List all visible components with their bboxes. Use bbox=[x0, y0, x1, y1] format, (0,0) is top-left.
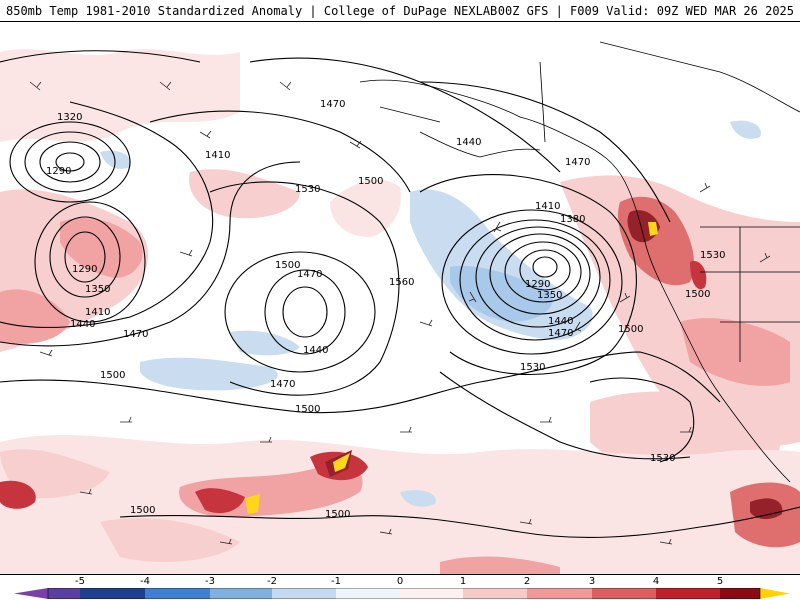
contour-label-1290: 1290 bbox=[46, 166, 71, 177]
colorbar-tick-label: -1 bbox=[331, 576, 341, 587]
colorbar-ticks: -5 -4 -3 -2 -1 0 1 2 3 4 5 bbox=[0, 575, 800, 587]
colorbar-segment bbox=[272, 588, 336, 599]
colorbar-tick-label: -2 bbox=[267, 576, 277, 587]
colorbar-segment bbox=[145, 588, 210, 599]
contour-label-1440: 1440 bbox=[303, 345, 328, 356]
model-run-info: 00Z GFS | F009 Valid: 09Z WED MAR 26 202… bbox=[497, 4, 794, 18]
contour-label-1470: 1470 bbox=[565, 157, 590, 168]
weather-map[interactable]: 1320 1290 1410 1470 1440 1470 1530 1500 … bbox=[0, 22, 800, 575]
contour-label-1500: 1500 bbox=[295, 404, 320, 415]
colorbar-tick-label: -4 bbox=[140, 576, 150, 587]
colorbar-segment bbox=[400, 588, 463, 599]
colorbar-segment bbox=[463, 588, 527, 599]
contour-label-1350: 1350 bbox=[85, 284, 110, 295]
contour-label-1500: 1500 bbox=[685, 289, 710, 300]
contour-label-1530: 1530 bbox=[295, 184, 320, 195]
contour-label-1410: 1410 bbox=[205, 150, 230, 161]
contour-label-1530: 1530 bbox=[520, 362, 545, 373]
contour-label-1410: 1410 bbox=[85, 307, 110, 318]
contour-label-1530: 1530 bbox=[650, 453, 675, 464]
colorbar-tick-label: 5 bbox=[716, 576, 724, 587]
colorbar-tick-label: 2 bbox=[523, 576, 531, 587]
colorbar-segment bbox=[210, 588, 272, 599]
contour-label-1410: 1410 bbox=[535, 201, 560, 212]
colorbar-tick-label: -3 bbox=[205, 576, 215, 587]
map-canvas[interactable]: 1320 1290 1410 1470 1440 1470 1530 1500 … bbox=[0, 22, 800, 575]
contour-label-1500: 1500 bbox=[325, 509, 350, 520]
contour-label-1290: 1290 bbox=[525, 279, 550, 290]
colorbar-segment bbox=[656, 588, 720, 599]
colorbar-segment bbox=[336, 588, 400, 599]
coastlines bbox=[359, 41, 800, 483]
contour-label-1500: 1500 bbox=[618, 324, 643, 335]
colorbar-tick-label: 0 bbox=[396, 576, 404, 587]
contour-label-1470: 1470 bbox=[270, 379, 295, 390]
contour-label-1530: 1530 bbox=[700, 250, 725, 261]
contour-label-1500: 1500 bbox=[358, 176, 383, 187]
contour-label-1470: 1470 bbox=[548, 328, 573, 339]
contour-label-1290: 1290 bbox=[72, 264, 97, 275]
colorbar-tick-label: 4 bbox=[652, 576, 660, 587]
contour-label-1560: 1560 bbox=[389, 277, 414, 288]
wind-barbs bbox=[29, 81, 771, 545]
contour-label-1470: 1470 bbox=[320, 99, 345, 110]
height-contours bbox=[0, 50, 800, 538]
contour-label-1380: 1380 bbox=[560, 214, 585, 225]
contour-label-1440: 1440 bbox=[456, 137, 481, 148]
colorbar-tick-label: -5 bbox=[75, 576, 85, 587]
colorbar-min-arrow bbox=[14, 588, 48, 599]
contour-label-1440: 1440 bbox=[70, 319, 95, 330]
contour-label-1350: 1350 bbox=[537, 290, 562, 301]
colorbar-tick-label: 1 bbox=[459, 576, 467, 587]
contour-labels: 1320 1290 1410 1470 1440 1470 1530 1500 … bbox=[46, 99, 725, 520]
contour-label-1470: 1470 bbox=[123, 329, 148, 340]
colorbar-segment bbox=[527, 588, 592, 599]
colorbar-legend: -5 -4 -3 -2 -1 0 1 2 3 4 5 bbox=[0, 575, 800, 600]
colorbar-tick-label: 3 bbox=[588, 576, 596, 587]
contour-label-1500: 1500 bbox=[275, 260, 300, 271]
contour-label-1500: 1500 bbox=[130, 505, 155, 516]
colorbar-segment bbox=[592, 588, 656, 599]
colorbar-segment bbox=[80, 588, 145, 599]
contour-label-1440: 1440 bbox=[548, 316, 573, 327]
contour-label-1500: 1500 bbox=[100, 370, 125, 381]
header: 850mb Temp 1981-2010 Standardized Anomal… bbox=[0, 0, 800, 22]
colorbar-scale bbox=[14, 588, 790, 599]
colorbar-max-arrow bbox=[760, 588, 790, 599]
contour-label-1470: 1470 bbox=[297, 269, 322, 280]
contour-label-1320: 1320 bbox=[57, 112, 82, 123]
map-title: 850mb Temp 1981-2010 Standardized Anomal… bbox=[6, 4, 498, 18]
colorbar-segment bbox=[720, 588, 760, 599]
colorbar-segment bbox=[48, 588, 80, 599]
